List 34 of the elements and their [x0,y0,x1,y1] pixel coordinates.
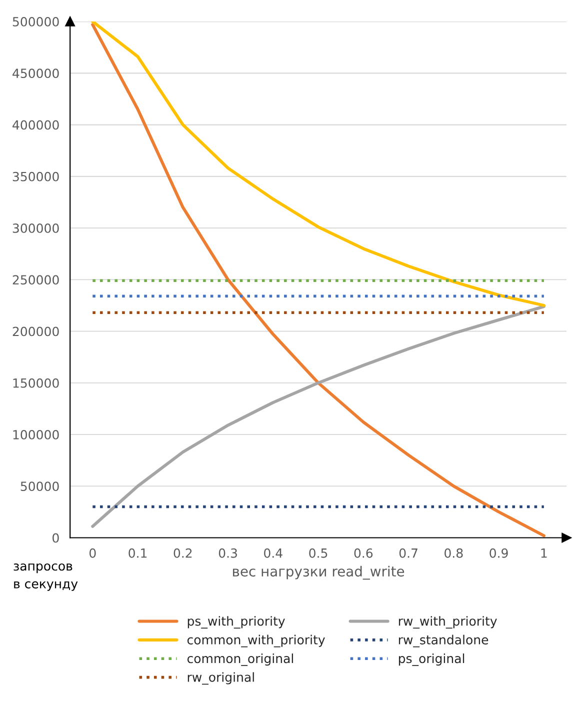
y-tick-label: 450000 [12,68,59,78]
x-tick-label: 0.3 [218,548,237,558]
legend-label: rw_original [188,672,254,685]
x-tick-label: 0.2 [174,548,192,558]
x-tick-label: 1 [541,548,547,558]
line-series [91,304,546,528]
line-series [91,23,546,538]
y-tick-label: 400000 [12,120,59,130]
line-series [91,22,546,307]
x-tick-label: 0.7 [399,548,418,558]
y-tick-label: 250000 [12,275,59,285]
legend-label: ps_with_priority [188,616,285,629]
y-tick-label: 50000 [20,482,59,492]
x-tick-label: 0 [89,548,96,558]
legend-label: common_with_priority [187,634,325,648]
x-tick-label: 0.6 [354,548,373,558]
x-tick-label: 0.5 [309,548,328,558]
legend-label: rw_standalone [398,634,488,648]
y-tick-label: 0 [52,533,59,543]
x-tick-label: 0.4 [264,548,282,558]
y-tick-label: 100000 [13,430,59,440]
legend-label: common_original [187,654,293,666]
y-tick-label: 350000 [12,172,59,182]
x-tick-label: 0.1 [128,548,147,558]
y-tick-label: 200000 [12,326,59,336]
x-axis-title: вес нагрузки read_write [233,566,404,580]
legend-label: ps_original [398,654,464,666]
x-tick-label: 0.9 [490,548,508,558]
y-axis-title: запросов в секунду [14,563,78,591]
y-tick-label: 150000 [13,378,59,388]
y-tick-label: 300000 [12,223,59,233]
x-tick-label: 0.8 [444,548,463,558]
y-tick-label: 500000 [12,16,59,26]
legend-label: rw_with_priority [398,616,497,629]
